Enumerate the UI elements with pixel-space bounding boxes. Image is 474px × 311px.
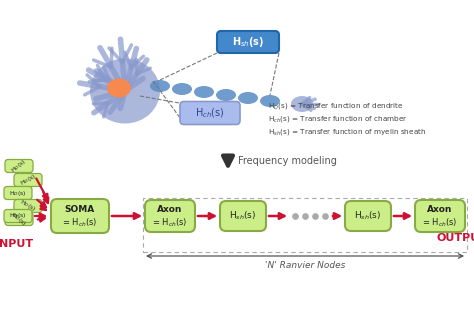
Text: = H$_{ch}$(s): = H$_{ch}$(s): [152, 217, 188, 229]
Text: H$_D$(s): H$_D$(s): [9, 210, 29, 228]
Text: H$_{sh}$(s): H$_{sh}$(s): [355, 210, 382, 222]
Text: H$_D$(s): H$_D$(s): [9, 157, 29, 175]
FancyBboxPatch shape: [14, 199, 42, 212]
FancyBboxPatch shape: [415, 200, 465, 232]
Text: H$_{sh}$(s): H$_{sh}$(s): [232, 35, 264, 49]
Text: H$_{ch}$(s): H$_{ch}$(s): [195, 106, 225, 120]
Text: Axon: Axon: [157, 206, 182, 215]
Ellipse shape: [260, 95, 280, 107]
FancyBboxPatch shape: [5, 160, 33, 173]
Text: Frequency modeling: Frequency modeling: [238, 156, 337, 166]
FancyBboxPatch shape: [14, 174, 42, 187]
Text: H$_{sh}$(s): H$_{sh}$(s): [229, 210, 256, 222]
Text: 'N' Ranvier Nodes: 'N' Ranvier Nodes: [265, 261, 345, 270]
Text: H$_{ch}$(s) = Transfer function of chamber: H$_{ch}$(s) = Transfer function of chamb…: [268, 114, 408, 124]
Text: = H$_{ch}$(s): = H$_{ch}$(s): [422, 217, 458, 229]
Ellipse shape: [238, 92, 258, 104]
Text: H$_D$(s): H$_D$(s): [9, 211, 27, 220]
Text: H$_D$(s): H$_D$(s): [9, 188, 27, 197]
Ellipse shape: [90, 58, 160, 123]
FancyBboxPatch shape: [180, 101, 240, 124]
Ellipse shape: [172, 83, 192, 95]
Ellipse shape: [216, 89, 236, 101]
Ellipse shape: [194, 86, 214, 98]
FancyBboxPatch shape: [345, 201, 391, 231]
FancyBboxPatch shape: [220, 201, 266, 231]
Ellipse shape: [291, 96, 313, 112]
Ellipse shape: [107, 78, 131, 98]
Ellipse shape: [150, 80, 170, 92]
FancyBboxPatch shape: [217, 31, 279, 53]
FancyBboxPatch shape: [51, 199, 109, 233]
Text: H$_{sh}$(s) = Transfer function of myelin sheath: H$_{sh}$(s) = Transfer function of myeli…: [268, 127, 426, 137]
Text: INPUT: INPUT: [0, 239, 33, 249]
Text: SOMA: SOMA: [65, 206, 95, 215]
Text: = H$_{ch}$(s): = H$_{ch}$(s): [62, 217, 98, 229]
FancyBboxPatch shape: [145, 200, 195, 232]
Text: Axon: Axon: [428, 206, 453, 215]
FancyBboxPatch shape: [4, 187, 32, 199]
FancyBboxPatch shape: [5, 212, 33, 225]
FancyBboxPatch shape: [4, 210, 32, 222]
Text: H$_D$(s): H$_D$(s): [18, 198, 38, 214]
Text: H$_D$(s): H$_D$(s): [18, 172, 38, 188]
Text: OUTPUT: OUTPUT: [437, 233, 474, 243]
Text: H$_D$(s) = Transfer function of dendrite: H$_D$(s) = Transfer function of dendrite: [268, 101, 404, 111]
Bar: [143, 198, 467, 252]
